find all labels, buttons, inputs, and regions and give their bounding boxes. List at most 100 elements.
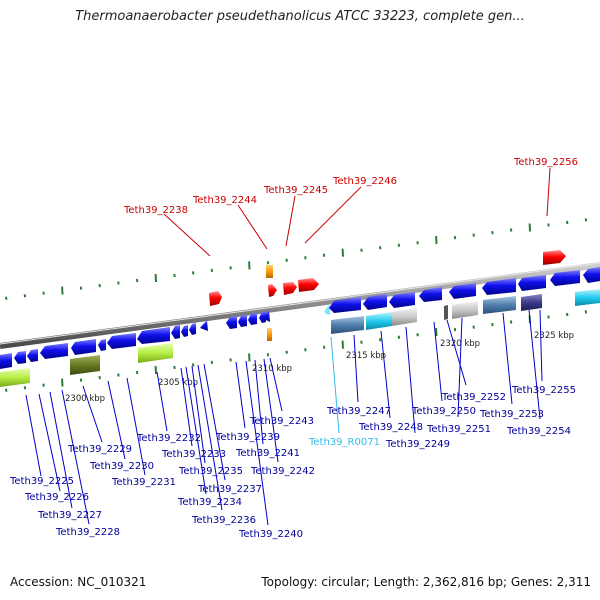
gene-teth39-2238[interactable] bbox=[209, 291, 222, 306]
feature-steel-2[interactable] bbox=[483, 296, 516, 314]
lower-label-teth39-2234[interactable]: Teth39_2234 bbox=[177, 497, 242, 508]
gene-teth39-2247[interactable] bbox=[329, 297, 361, 313]
feature-cyan-right[interactable] bbox=[575, 289, 600, 306]
leader-line bbox=[245, 360, 269, 526]
lower-label-teth39-2240[interactable]: Teth39_2240 bbox=[238, 529, 303, 540]
feature-lime-left[interactable] bbox=[0, 368, 30, 387]
gene-teth39-2239[interactable] bbox=[238, 315, 247, 327]
lower-label-teth39-2243[interactable]: Teth39_2243 bbox=[249, 416, 314, 427]
lower-label-teth39-2230[interactable]: Teth39_2230 bbox=[89, 461, 154, 472]
gene-teth39-2228[interactable] bbox=[40, 343, 68, 359]
feature-lime[interactable] bbox=[138, 343, 173, 363]
lower-label-teth39-2236[interactable]: Teth39_2236 bbox=[191, 515, 256, 526]
lower-label-teth39-2233[interactable]: Teth39_2233 bbox=[161, 449, 226, 460]
gene-teth39-2227[interactable] bbox=[27, 349, 38, 362]
upper-gene-labels: Teth39_2238 Teth39_2244 Teth39_2245 Teth… bbox=[123, 157, 578, 257]
lower-label-teth39-2251[interactable]: Teth39_2251 bbox=[426, 424, 491, 435]
upper-label-teth39-2246[interactable]: Teth39_2246 bbox=[332, 176, 397, 187]
upper-label-teth39-2245[interactable]: Teth39_2245 bbox=[263, 185, 328, 196]
feature-navy[interactable] bbox=[521, 294, 542, 311]
genome-summary: Topology: circular; Length: 2,362,816 bp… bbox=[261, 575, 591, 589]
gene-teth39-2246[interactable] bbox=[298, 278, 319, 292]
gene-teth39-2248[interactable] bbox=[363, 294, 387, 310]
lower-label-teth39-2255[interactable]: Teth39_2255 bbox=[511, 385, 576, 396]
ruler-label-2325: 2325 kbp bbox=[534, 331, 574, 341]
lower-label-teth39-2237[interactable]: Teth39_2237 bbox=[197, 484, 262, 495]
gene-teth39-2236[interactable] bbox=[200, 320, 208, 331]
lower-label-teth39-2241[interactable]: Teth39_2241 bbox=[235, 448, 300, 459]
lower-label-teth39-2225[interactable]: Teth39_2225 bbox=[9, 476, 74, 487]
feature-gray-1[interactable] bbox=[392, 308, 417, 326]
feature-olive[interactable] bbox=[70, 355, 100, 375]
gene-teth39-2240[interactable] bbox=[248, 313, 257, 325]
lower-label-teth39-2252[interactable]: Teth39_2252 bbox=[441, 392, 506, 403]
lower-label-teth39-2228[interactable]: Teth39_2228 bbox=[55, 527, 120, 538]
gene-teth39-2249[interactable] bbox=[389, 292, 415, 308]
feature-gray-2[interactable] bbox=[452, 301, 478, 319]
lower-label-teth39-2239[interactable]: Teth39_2239 bbox=[215, 432, 280, 443]
feature-cyan[interactable] bbox=[366, 312, 392, 330]
ruler-label-2305: 2305 kbp bbox=[158, 378, 198, 388]
genome-backbone bbox=[0, 262, 600, 349]
ruler-label-2315: 2315 kbp bbox=[346, 351, 386, 361]
lower-label-teth39-2229[interactable]: Teth39_2229 bbox=[67, 444, 132, 455]
lower-label-teth39-2226[interactable]: Teth39_2226 bbox=[24, 492, 89, 503]
lower-label-teth39-2249[interactable]: Teth39_2249 bbox=[385, 439, 450, 450]
lower-label-teth39-2227[interactable]: Teth39_2227 bbox=[37, 510, 102, 521]
gene-teth39-2241[interactable] bbox=[259, 311, 266, 323]
rna-teth39-2243[interactable] bbox=[267, 328, 272, 341]
feature-dark-small[interactable] bbox=[444, 305, 448, 320]
leader-line bbox=[49, 391, 73, 509]
gene-teth39-2255[interactable] bbox=[583, 267, 600, 283]
rna-teth39-2244[interactable] bbox=[266, 265, 273, 278]
gene-teth39-2254[interactable] bbox=[550, 270, 580, 286]
gene-teth39-2237[interactable] bbox=[226, 316, 237, 329]
gene-teth39-2251[interactable] bbox=[449, 283, 476, 299]
leader-line bbox=[446, 319, 467, 386]
leader-line bbox=[405, 326, 416, 434]
ruler-label-2320: 2320 kbp bbox=[440, 339, 480, 349]
page-title: Thermoanaerobacter pseudethanolicus ATCC… bbox=[75, 9, 525, 24]
lower-label-teth39-2232[interactable]: Teth39_2232 bbox=[136, 433, 201, 444]
gene-teth39-r0071[interactable] bbox=[324, 305, 330, 315]
gene-teth39-2253[interactable] bbox=[518, 275, 546, 291]
gene-teth39-2245[interactable] bbox=[268, 284, 277, 297]
lower-label-teth39-2242[interactable]: Teth39_2242 bbox=[250, 466, 315, 477]
lower-label-teth39-2254[interactable]: Teth39_2254 bbox=[506, 426, 571, 437]
gene-teth39-2245b[interactable] bbox=[283, 282, 297, 295]
upper-label-teth39-2256[interactable]: Teth39_2256 bbox=[513, 157, 578, 168]
upper-label-teth39-2244[interactable]: Teth39_2244 bbox=[192, 195, 257, 206]
gene-teth39-2226[interactable] bbox=[14, 351, 26, 364]
leader-line bbox=[180, 367, 193, 447]
lower-label-teth39-2250[interactable]: Teth39_2250 bbox=[411, 406, 476, 417]
gene-teth39-2229[interactable] bbox=[71, 339, 96, 355]
lower-label-teth39-2248[interactable]: Teth39_2248 bbox=[358, 422, 423, 433]
leader-line bbox=[38, 393, 61, 492]
lower-label-teth39-2231[interactable]: Teth39_2231 bbox=[111, 477, 176, 488]
leader-line bbox=[156, 371, 168, 432]
gene-teth39-2252[interactable] bbox=[482, 278, 516, 295]
lower-label-teth39-2235[interactable]: Teth39_2235 bbox=[178, 466, 243, 477]
gene-teth39-2233[interactable] bbox=[171, 325, 180, 339]
feature-steel-1[interactable] bbox=[331, 316, 364, 334]
gene-teth39-2232[interactable] bbox=[137, 327, 170, 344]
lower-label-teth39-2247[interactable]: Teth39_2247 bbox=[326, 406, 391, 417]
leader-line bbox=[197, 364, 223, 511]
gene-teth39-2231[interactable] bbox=[107, 333, 136, 349]
lower-label-teth39-2253[interactable]: Teth39_2253 bbox=[479, 409, 544, 420]
leader-line bbox=[269, 357, 283, 412]
gene-teth39-2250[interactable] bbox=[419, 287, 442, 302]
leader-line bbox=[126, 377, 146, 476]
leader-line bbox=[191, 365, 206, 464]
gene-teth39-2234[interactable] bbox=[181, 325, 188, 337]
gene-teth39-2256[interactable] bbox=[543, 250, 566, 265]
leader-line bbox=[353, 334, 359, 403]
gene-teth39-2242[interactable] bbox=[262, 310, 270, 322]
leader-line bbox=[546, 167, 551, 217]
lower-label-teth39-r0071[interactable]: Teth39_R0071 bbox=[308, 437, 380, 448]
gene-teth39-2230[interactable] bbox=[98, 339, 106, 351]
gene-teth39-2225[interactable] bbox=[0, 353, 12, 369]
upper-label-teth39-2238[interactable]: Teth39_2238 bbox=[123, 205, 188, 216]
gene-teth39-2235[interactable] bbox=[189, 323, 196, 335]
